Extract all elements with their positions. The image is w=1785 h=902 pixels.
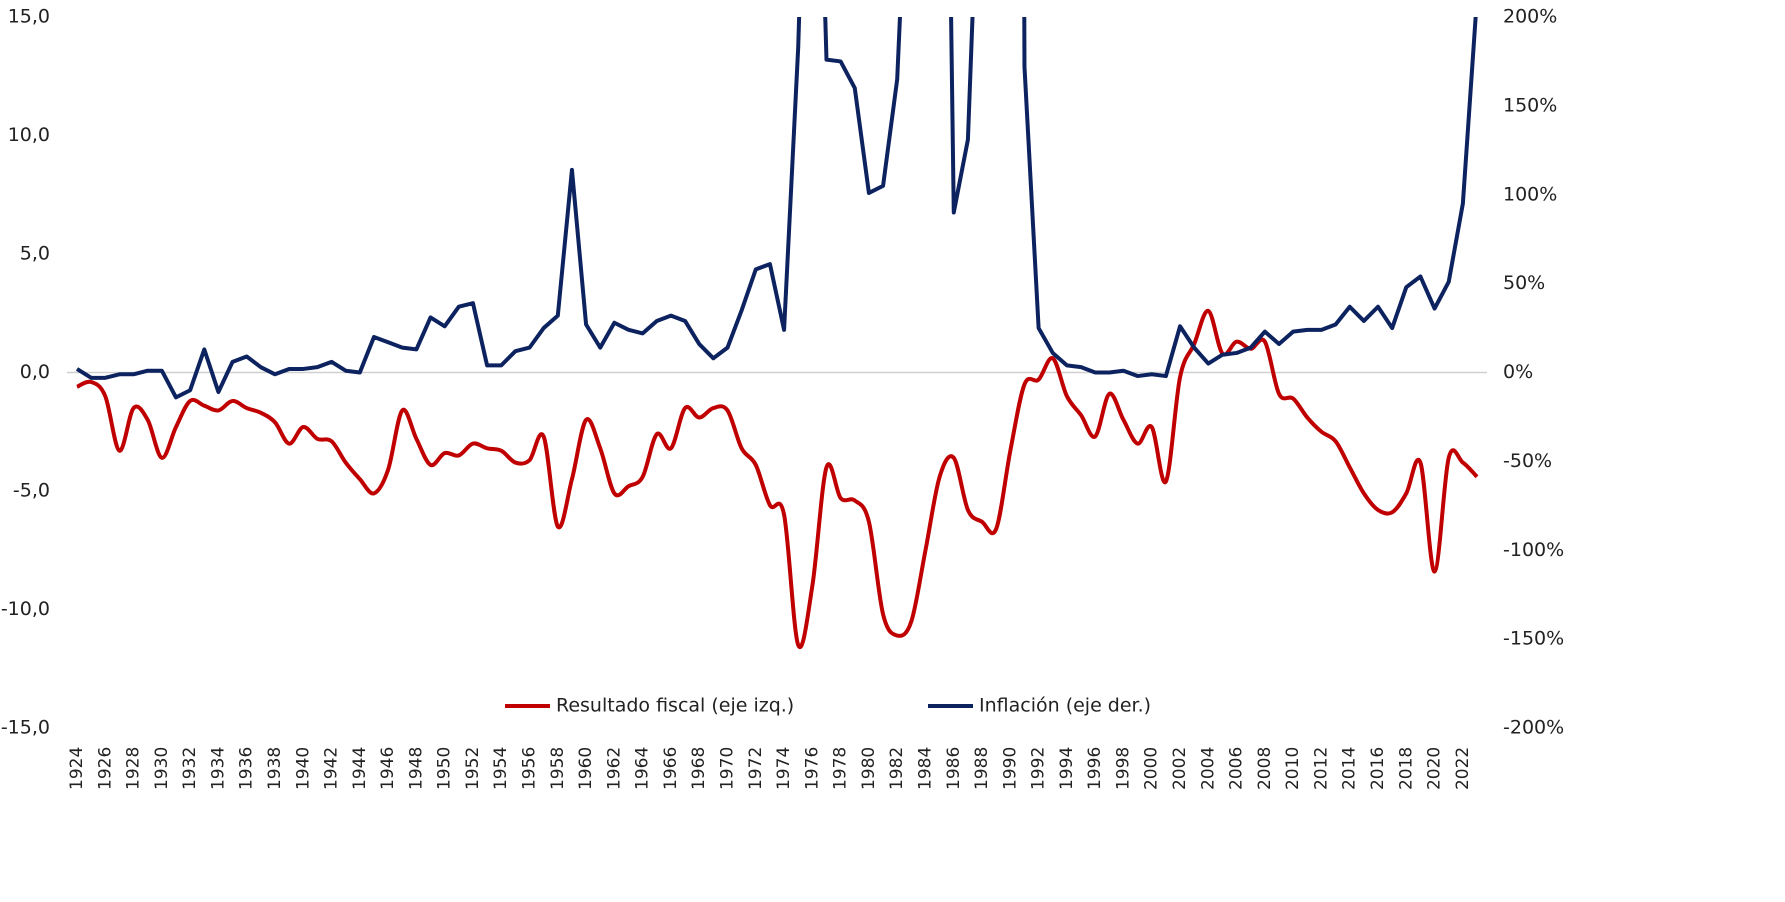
x-tick-label: 1976 (802, 747, 822, 790)
y-tick-label: 10,0 (8, 124, 50, 146)
x-tick-label: 1938 (265, 747, 285, 790)
x-tick-label: 1980 (859, 747, 879, 790)
series-line (75, 17, 1478, 400)
x-tick-label: 1928 (124, 747, 144, 790)
x-tick-label: 1960 (576, 747, 596, 790)
y2-tick-label: 0% (1503, 361, 1533, 383)
y2-tick-label: 200% (1503, 6, 1557, 28)
x-tick-label: 1946 (378, 747, 398, 790)
y-tick-label: -5,0 (13, 480, 50, 502)
y2-tick-label: -150% (1503, 628, 1564, 650)
x-tick-label: 1954 (491, 747, 511, 790)
y-tick-label: -15,0 (1, 717, 50, 739)
x-tick-label: 1998 (1113, 747, 1133, 790)
x-tick-label: 1934 (208, 747, 228, 790)
y-tick-label: -10,0 (1, 598, 50, 620)
x-tick-label: 1966 (661, 747, 681, 790)
x-tick-label: 2022 (1453, 747, 1473, 790)
x-tick-label: 1952 (463, 747, 483, 790)
x-tick-label: 2010 (1283, 747, 1303, 790)
x-tick-label: 1994 (1057, 747, 1077, 790)
x-tick-label: 2006 (1227, 747, 1247, 790)
x-tick-label: 1988 (972, 747, 992, 790)
x-tick-label: 1974 (774, 747, 794, 790)
x-tick-label: 1930 (152, 747, 172, 790)
x-tick-label: 1964 (633, 747, 653, 790)
x-tick-label: 1992 (1029, 747, 1049, 790)
y2-tick-label: 100% (1503, 183, 1557, 205)
x-tick-label: 2018 (1396, 747, 1416, 790)
x-tick-label: 1972 (746, 747, 766, 790)
y2-tick-label: -50% (1503, 450, 1552, 472)
x-tick-label: 2008 (1255, 747, 1275, 790)
x-tick-label: 1940 (293, 747, 313, 790)
x-tick-label: 1950 (435, 747, 455, 790)
x-tick-label: 1948 (406, 747, 426, 790)
x-tick-label: 1970 (718, 747, 738, 790)
x-tick-label: 1924 (67, 747, 87, 790)
x-tick-label: 1982 (887, 747, 907, 790)
y2-tick-label: -100% (1503, 539, 1564, 561)
x-tick-label: 1926 (95, 747, 115, 790)
legend-label: Inflación (eje der.) (979, 695, 1151, 717)
x-tick-label: 1984 (915, 747, 935, 790)
x-tick-label: 2000 (1142, 747, 1162, 790)
x-tick-label: 1986 (944, 747, 964, 790)
x-tick-label: 2004 (1198, 747, 1218, 790)
x-tick-label: 1996 (1085, 747, 1105, 790)
series-line (76, 308, 1479, 650)
y-tick-label: 0,0 (20, 361, 50, 383)
legend-label: Resultado fiscal (eje izq.) (556, 695, 794, 717)
y2-tick-label: 50% (1503, 272, 1545, 294)
x-tick-label: 2002 (1170, 747, 1190, 790)
x-tick-label: 1990 (1000, 747, 1020, 790)
y-tick-label: 5,0 (20, 243, 50, 265)
x-tick-label: 1968 (689, 747, 709, 790)
x-tick-label: 1936 (237, 747, 257, 790)
x-tick-label: 2016 (1368, 747, 1388, 790)
x-tick-label: 1978 (831, 747, 851, 790)
x-tick-label: 1942 (322, 747, 342, 790)
y-tick-label: 15,0 (8, 6, 50, 28)
x-tick-label: 1958 (548, 747, 568, 790)
x-tick-label: 2014 (1340, 747, 1360, 790)
x-tick-label: 1944 (350, 747, 370, 790)
x-tick-label: 2012 (1311, 747, 1331, 790)
x-tick-label: 1932 (180, 747, 200, 790)
y2-tick-label: 150% (1503, 94, 1557, 116)
x-tick-label: 1962 (604, 747, 624, 790)
x-tick-label: 2020 (1425, 747, 1445, 790)
x-tick-label: 1956 (520, 747, 540, 790)
y2-tick-label: -200% (1503, 717, 1564, 739)
